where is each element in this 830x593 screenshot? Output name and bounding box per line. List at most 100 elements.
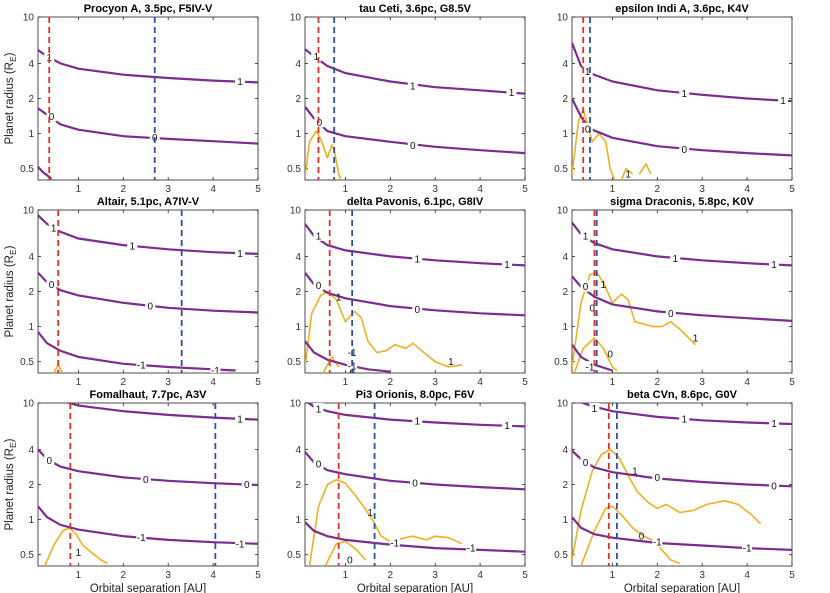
y-tick-label: 4 <box>295 445 301 456</box>
contour-label-bg <box>502 258 513 270</box>
y-tick-label: 1 <box>562 322 568 333</box>
y-tick-label: 2 <box>295 94 301 105</box>
signal-label: 0 <box>347 556 353 567</box>
plot-content: 1 0 0 0 -1 -1 1 <box>38 403 258 566</box>
y-tick-label: 2 <box>562 287 568 298</box>
contour-label-bg <box>580 280 591 292</box>
plot-content: 1 1 1 0 0 -1 -1 <box>38 210 258 373</box>
x-tick-label: 5 <box>255 377 261 388</box>
contour-label-bg <box>652 536 663 548</box>
contour-label: 0 <box>317 118 323 129</box>
contour-label-bg <box>665 307 676 319</box>
contour-label: 1 <box>316 231 322 242</box>
contour-label: 1 <box>313 52 319 63</box>
contour-label-bg <box>407 139 418 151</box>
contour-label-bg <box>235 247 246 259</box>
contour-label: 0 <box>244 480 250 491</box>
contour-label: -1 <box>653 538 662 549</box>
x-tick-label: 1 <box>343 570 349 581</box>
y-tick-label: 2 <box>562 480 568 491</box>
contour-label-bg <box>313 457 324 469</box>
y-tick-label: 10 <box>290 13 302 24</box>
y-tick-label: 1 <box>295 515 301 526</box>
contour-label-bg <box>589 403 600 414</box>
signal-curve <box>573 337 618 373</box>
contour-label: 0 <box>147 302 153 313</box>
contour-label-bg <box>410 477 420 489</box>
contour-label-bg <box>46 110 57 122</box>
contour-label: 0 <box>412 479 418 490</box>
y-tick-label: 10 <box>290 399 302 410</box>
x-tick-label: 1 <box>610 184 616 195</box>
contour-label-bg <box>210 364 221 373</box>
contour-label: 0 <box>143 475 149 486</box>
contour-label: 1 <box>585 67 591 78</box>
signal-curve <box>308 478 463 566</box>
x-tick-label: 1 <box>76 377 82 388</box>
y-tick-label: 0.5 <box>287 357 301 368</box>
contour-label: -1 <box>390 538 399 549</box>
y-tick-label: 2 <box>28 480 34 491</box>
contour-label-bg <box>742 542 753 554</box>
contour-label: 0 <box>655 473 661 484</box>
y-tick-label: 2 <box>28 94 34 105</box>
signal-curve <box>305 130 342 180</box>
x-tick-label: 5 <box>522 184 528 195</box>
contour-label-bg <box>389 536 400 548</box>
contour-label: 1 <box>780 96 786 107</box>
x-tick-label: 2 <box>121 570 127 581</box>
x-tick-label: 1 <box>610 570 616 581</box>
y-tick-label: 10 <box>557 206 569 217</box>
x-tick-label: 4 <box>477 377 483 388</box>
y-tick-label: 2 <box>28 287 34 298</box>
x-tick-label: 2 <box>388 570 394 581</box>
y-tick-label: 2 <box>295 287 301 298</box>
x-tick-label: 4 <box>210 184 216 195</box>
x-axis-label: Orbital separation [AU] <box>90 583 206 593</box>
y-tick-label: 0.5 <box>20 357 34 368</box>
x-tick-label: 5 <box>789 184 795 195</box>
panel-title: Altair, 5.1pc, A7IV-V <box>97 196 200 208</box>
y-tick-label: 4 <box>562 445 568 456</box>
x-tick-label: 4 <box>744 184 750 195</box>
contour-label-bg <box>313 403 324 414</box>
x-tick-label: 2 <box>655 184 661 195</box>
contour-label-bg <box>670 252 681 264</box>
contour-label: 1 <box>583 231 589 242</box>
panel-4: Altair, 5.1pc, A7IV-V1 2 3 4 50.51241011100-… <box>4 196 261 388</box>
y-tick-label: 4 <box>295 252 301 263</box>
x-tick-label: 3 <box>165 377 171 388</box>
contour-label-bg <box>235 412 246 424</box>
x-tick-label: 2 <box>121 184 127 195</box>
x-tick-label: 3 <box>432 570 438 581</box>
x-tick-label: 1 <box>343 377 349 388</box>
contour-label: 1 <box>414 254 420 265</box>
x-tick-label: 1 <box>76 570 82 581</box>
x-tick-label: 3 <box>165 570 171 581</box>
x-tick-label: 4 <box>744 570 750 581</box>
signal-label: 1 <box>632 467 638 478</box>
x-tick-label: 3 <box>699 184 705 195</box>
x-axis-label: Orbital separation [AU] <box>624 583 740 593</box>
contour-label: 0 <box>316 459 322 470</box>
contour-label: 1 <box>414 417 420 428</box>
contour-label-bg <box>235 75 246 87</box>
y-tick-label: 4 <box>28 445 34 456</box>
plot-area <box>37 16 259 181</box>
contour-line <box>572 516 792 551</box>
x-tick-label: 5 <box>789 570 795 581</box>
contour-label: 1 <box>681 414 687 425</box>
contour-label-bg <box>412 415 423 427</box>
contour-label-bg <box>313 229 324 241</box>
plot-area <box>571 209 793 374</box>
plot-content: 1 1 1 0 0 1 <box>572 17 792 180</box>
contour-label-bg <box>778 94 789 106</box>
